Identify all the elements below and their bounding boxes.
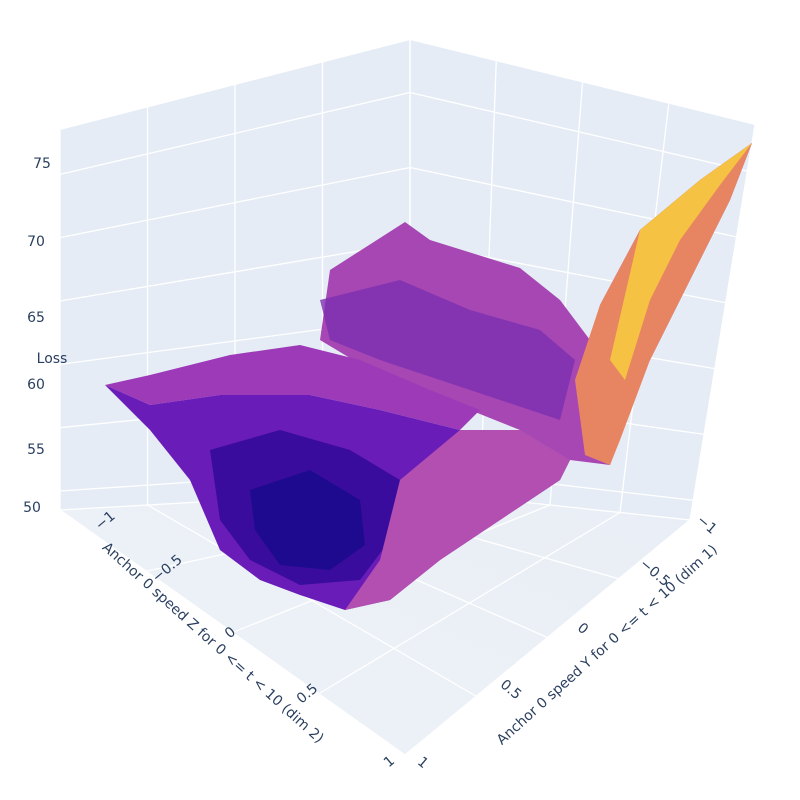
y-tick-label: 0 — [574, 620, 591, 638]
surface-back-band — [320, 280, 575, 420]
surface-left-plateau — [105, 345, 480, 430]
z-tick-label: 50 — [23, 500, 41, 516]
surface-right-slope — [575, 143, 752, 465]
surface-right-crest — [610, 143, 752, 380]
z-tick-label: 65 — [27, 310, 45, 326]
gridline — [689, 124, 756, 521]
y-tick-label: −1 — [694, 512, 720, 538]
x-tick-label: 1 — [381, 753, 398, 771]
z-axis-title: Loss — [37, 351, 68, 367]
z-tick-label: 75 — [33, 156, 51, 172]
z-tick-label: 60 — [27, 377, 45, 393]
surface-back-ridge — [320, 143, 752, 465]
gridline — [318, 511, 621, 695]
z-tick-label: 55 — [27, 442, 45, 458]
floor — [60, 490, 690, 755]
surface-basin-core — [250, 470, 365, 570]
loss-surface — [105, 143, 752, 610]
y-tick-label: 0.5 — [497, 677, 524, 704]
z-tick-label: 70 — [27, 234, 45, 250]
y-tick-label: 1 — [414, 754, 431, 772]
gridline — [404, 519, 691, 756]
surface-front-rim — [345, 430, 570, 610]
z-tick-labels: 50 55 60 65 70 75 — [23, 156, 51, 516]
